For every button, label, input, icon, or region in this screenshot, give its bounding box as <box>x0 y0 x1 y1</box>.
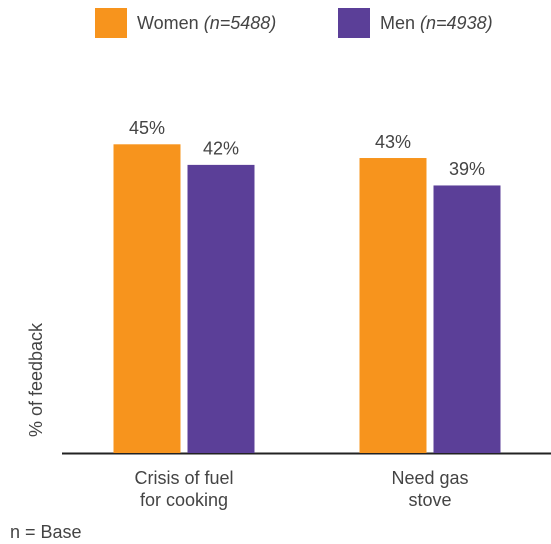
bar <box>187 164 255 453</box>
y-axis-label: % of feedback <box>26 322 46 437</box>
legend-name: Women <box>137 13 199 33</box>
value-label: 39% <box>449 159 485 179</box>
legend-base: (n=5488) <box>204 13 277 33</box>
value-label: 45% <box>129 118 165 138</box>
legend-swatch <box>95 8 127 38</box>
footnote: n = Base <box>10 522 82 542</box>
legend-label: Women (n=5488) <box>137 13 276 33</box>
legend-base: (n=4938) <box>420 13 493 33</box>
x-tick-label: Need gas stove <box>391 468 469 510</box>
bar <box>433 185 501 453</box>
bar <box>113 144 181 454</box>
legend-label: Men (n=4938) <box>380 13 493 33</box>
legend-name: Men <box>380 13 415 33</box>
value-label: 42% <box>203 139 239 159</box>
legend-swatch <box>338 8 370 38</box>
value-label: 43% <box>375 132 411 152</box>
bar <box>359 158 427 453</box>
x-tick-label: Crisis of fuel for cooking <box>134 468 234 510</box>
